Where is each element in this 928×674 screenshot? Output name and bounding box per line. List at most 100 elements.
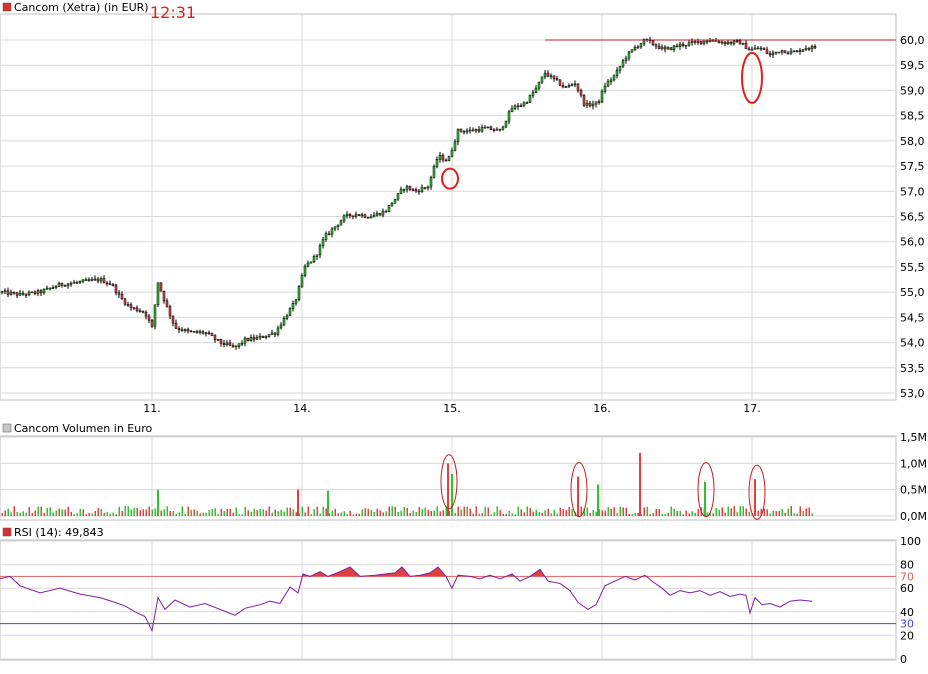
volume-bar [727, 506, 729, 516]
candle-body [450, 150, 454, 157]
volume-bar [370, 509, 372, 516]
candle-body [255, 336, 259, 340]
candle-body [621, 60, 625, 67]
rsi-title: RSI (14): 49,843 [14, 526, 104, 539]
candle-body [264, 336, 268, 338]
price-y-tick: 59,5 [900, 59, 925, 72]
volume-bar [106, 512, 108, 516]
volume-bar [529, 508, 531, 516]
candle-body [183, 329, 187, 332]
candle-body [297, 286, 301, 301]
candle-body [558, 79, 562, 86]
candle-body [498, 128, 502, 131]
volume-bar [97, 508, 99, 516]
candle-body [813, 45, 817, 49]
volume-bar [55, 510, 57, 516]
candle-body [417, 190, 421, 193]
candle-body [0, 291, 4, 294]
volume-bar [277, 511, 279, 516]
volume-bar [610, 508, 612, 516]
candle-body [225, 342, 229, 345]
volume-bar [748, 511, 750, 516]
candle-body [321, 239, 325, 246]
candle-body [477, 129, 481, 132]
candle-body [156, 282, 160, 306]
candle-body [540, 76, 544, 83]
volume-bar [70, 511, 72, 516]
volume-bar [160, 510, 162, 516]
candle-body [585, 102, 589, 106]
candle-body [234, 345, 238, 348]
volume-bar [19, 512, 21, 516]
candle-body [576, 83, 580, 91]
candle-body [21, 292, 25, 295]
candle-body [288, 308, 292, 317]
volume-bar [697, 509, 699, 516]
volume-bar [193, 509, 195, 516]
annotations [440, 51, 766, 520]
candle-body [765, 49, 769, 54]
candle-body [504, 120, 508, 128]
candle-body [630, 49, 634, 53]
rsi-legend-marker [2, 527, 12, 537]
volume-bar [181, 506, 183, 516]
volume-bar [373, 512, 375, 516]
price-y-tick: 60,0 [900, 34, 925, 47]
volume-bar [493, 512, 495, 516]
candle-body [93, 278, 97, 281]
volume-bar [358, 513, 360, 516]
volume-bar [688, 513, 690, 516]
candle-body [378, 213, 382, 216]
volume-bar [403, 507, 405, 516]
volume-bar [10, 512, 12, 516]
candle-body [435, 159, 439, 167]
candle-body [636, 46, 640, 49]
candle-body [741, 42, 745, 45]
volume-bar [559, 507, 561, 516]
volume-bar [127, 506, 129, 516]
volume-bar [628, 514, 630, 516]
volume-bar [406, 507, 408, 516]
volume-bar [16, 511, 18, 516]
candle-body [663, 46, 667, 50]
candle-body [516, 105, 520, 108]
price-time: 12:31 [150, 3, 196, 22]
candle-body [525, 102, 529, 104]
candle-body [162, 290, 166, 302]
volume-bar [433, 510, 435, 516]
volume-bar [679, 510, 681, 516]
candle-body [210, 333, 214, 336]
volume-bar [349, 510, 351, 516]
price-series [0, 36, 896, 350]
volume-bar [400, 510, 402, 516]
volume-bar [556, 513, 558, 516]
volume-bar [499, 509, 501, 516]
candle-body [354, 214, 358, 217]
volume-bar [481, 513, 483, 516]
volume-bar [547, 508, 549, 516]
volume-bar [202, 512, 204, 516]
candle-body [336, 224, 340, 227]
candle-body [738, 40, 742, 45]
candle-body [459, 128, 463, 132]
volume-bar [58, 508, 60, 516]
volume-bar [769, 513, 771, 516]
volume-bar [490, 514, 492, 516]
volume-bar [37, 506, 39, 516]
volume-bar [805, 508, 807, 516]
price-y-tick: 54,0 [900, 337, 925, 350]
volume-bar [457, 506, 459, 516]
rsi-panel-frame [0, 539, 897, 661]
volume-bar [61, 509, 63, 516]
volume-bar [67, 506, 69, 516]
candle-body [441, 155, 445, 161]
volume-bar [412, 510, 414, 516]
candle-body [501, 126, 505, 130]
volume-bar [715, 507, 717, 516]
candle-body [261, 335, 265, 338]
candle-body [438, 155, 442, 160]
volume-bar [496, 506, 498, 516]
rsi-y-tick: 20 [900, 629, 914, 642]
candle-body [414, 189, 418, 192]
volume-bar [178, 512, 180, 516]
